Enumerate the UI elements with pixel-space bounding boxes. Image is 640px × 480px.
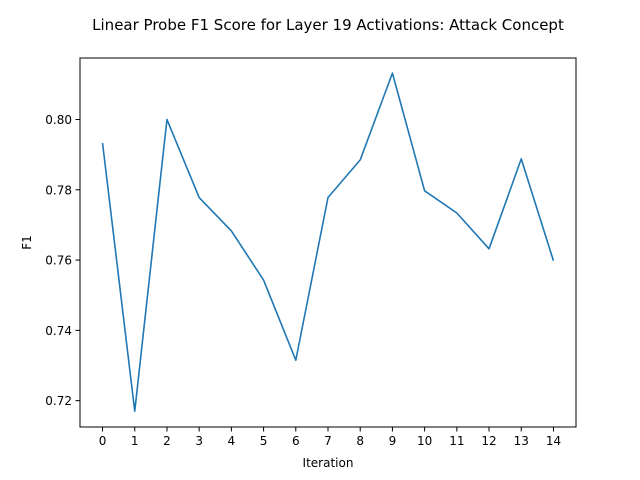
- y-tick-label: 0.76: [45, 254, 72, 268]
- x-tick-label: 0: [99, 434, 107, 448]
- x-tick-label: 7: [324, 434, 332, 448]
- x-tick-label: 11: [449, 434, 464, 448]
- y-tick-label: 0.78: [45, 183, 72, 197]
- x-tick-label: 3: [195, 434, 203, 448]
- x-tick-label: 14: [546, 434, 561, 448]
- x-tick-label: 12: [481, 434, 496, 448]
- x-tick-label: 1: [131, 434, 139, 448]
- x-tick-label: 9: [389, 434, 397, 448]
- x-tick-label: 4: [228, 434, 236, 448]
- x-tick-label: 13: [514, 434, 529, 448]
- series-line-f1: [101, 72, 555, 412]
- y-tick-label: 0.72: [45, 394, 72, 408]
- x-tick-label: 6: [292, 434, 300, 448]
- x-tick-label: 2: [163, 434, 171, 448]
- x-tick-label: 8: [356, 434, 364, 448]
- y-axis-label: F1: [20, 235, 34, 250]
- x-axis-label: Iteration: [303, 456, 354, 470]
- y-tick-label: 0.74: [45, 324, 72, 338]
- plot-area-frame: [79, 57, 577, 428]
- x-tick-label: 5: [260, 434, 268, 448]
- y-tick-label: 0.80: [45, 113, 72, 127]
- x-axis: 0 1 2 3 4 5 6 7 8 9 10 11 12 13 14: [99, 427, 561, 448]
- chart-title: Linear Probe F1 Score for Layer 19 Activ…: [92, 16, 564, 34]
- y-axis: 0.72 0.74 0.76 0.78 0.80: [45, 113, 80, 408]
- x-tick-label: 10: [417, 434, 432, 448]
